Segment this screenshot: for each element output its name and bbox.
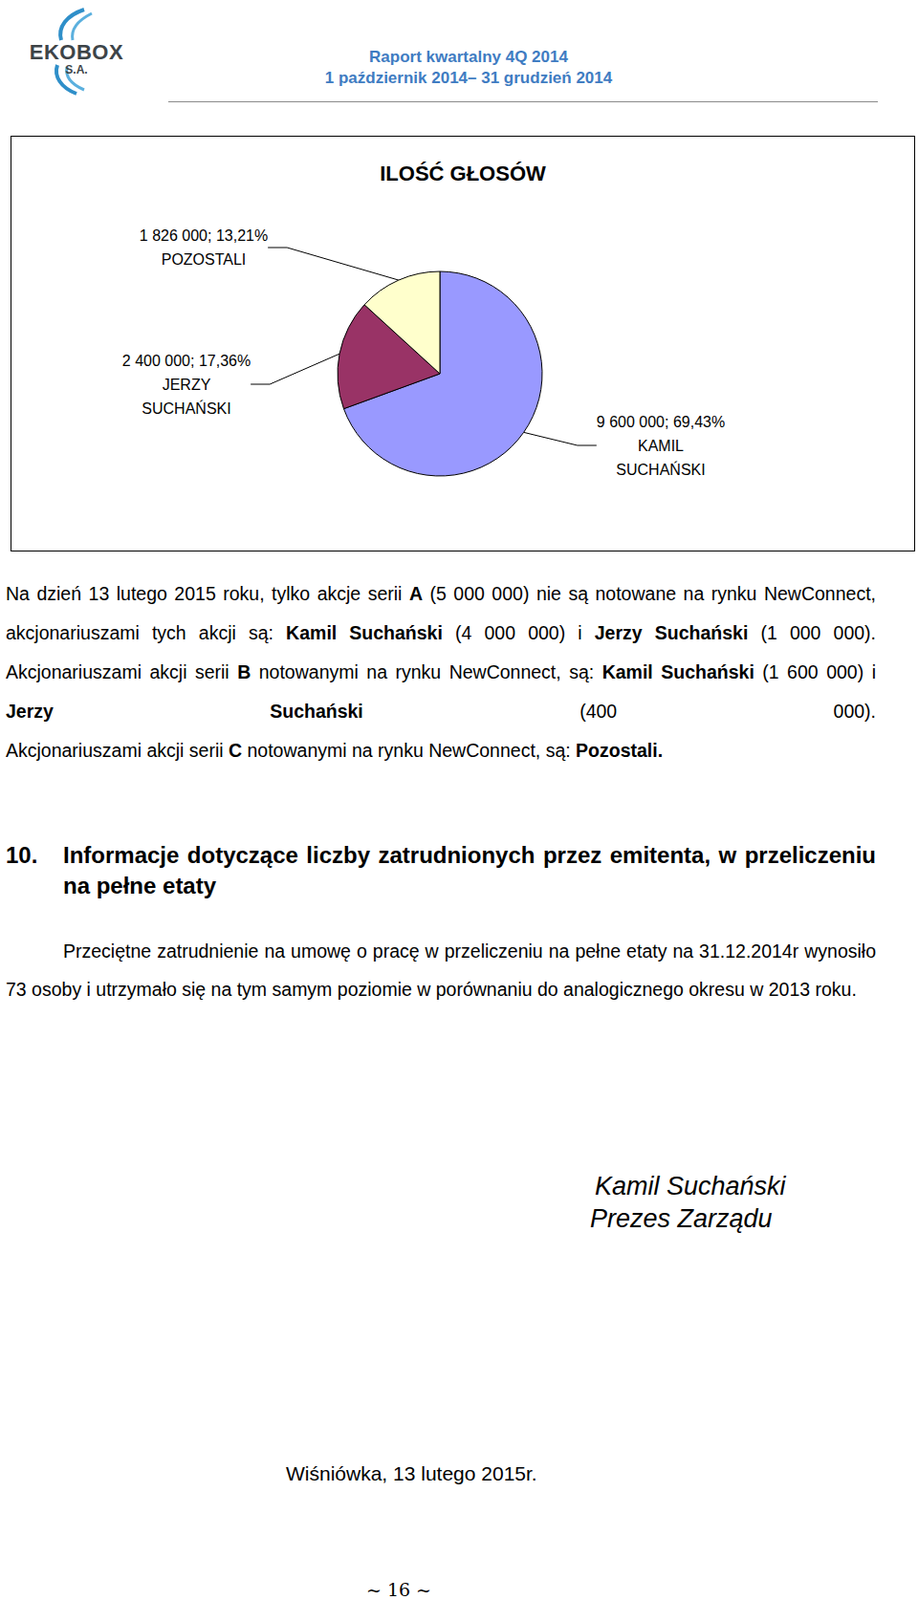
svg-text:SUCHAŃSKI: SUCHAŃSKI	[615, 460, 705, 479]
html-text:10.: 10.	[5, 842, 38, 869]
svg-text:ILOŚĆ GŁOSÓW: ILOŚĆ GŁOSÓW	[379, 161, 547, 186]
html-text:Jerzy Suchański (400 000).: Jerzy Suchański (400 000).	[5, 700, 876, 722]
svg-text:SUCHAŃSKI: SUCHAŃSKI	[141, 399, 231, 417]
html-text:EKOBOX: EKOBOX	[29, 40, 124, 65]
html-text:Raport kwartalny 4Q 2014: Raport kwartalny 4Q 2014	[369, 47, 568, 66]
html-text:Przeciętne zatrudnienie na umo: Przeciętne zatrudnienie na umowę o pracę…	[5, 940, 876, 1001]
svg-text:9 600 000; 69,43%: 9 600 000; 69,43%	[596, 414, 725, 431]
svg-text:POZOSTALI: POZOSTALI	[161, 251, 247, 268]
html-text:Na dzień 13 lutego 2015 roku,: Na dzień 13 lutego 2015 roku, tylko akcj…	[5, 583, 876, 683]
html-text:Kamil Suchański: Kamil Suchański	[594, 1172, 786, 1202]
svg-text:1 826 000; 13,21%: 1 826 000; 13,21%	[139, 227, 268, 244]
html-text:Informacje dotyczące liczby za: Informacje dotyczące liczby zatrudnionyc…	[63, 842, 876, 899]
html-text:~ 16 ~: ~ 16 ~	[366, 1579, 432, 1600]
html-text:Akcjonariuszami akcji serii C: Akcjonariuszami akcji serii C notowanymi…	[5, 740, 663, 762]
svg-text:JERZY: JERZY	[162, 376, 212, 394]
html-text:Prezes Zarządu: Prezes Zarządu	[590, 1204, 773, 1234]
html-text:Wiśniówka, 13 lutego 2015r.: Wiśniówka, 13 lutego 2015r.	[285, 1463, 538, 1486]
html-text:1 październik 2014– 31 grudzie: 1 październik 2014– 31 grudzień 2014	[324, 68, 613, 88]
svg-text:2 400 000; 17,36%: 2 400 000; 17,36%	[122, 352, 251, 370]
html-text:S.A.: S.A.	[65, 63, 88, 77]
svg-text:KAMIL: KAMIL	[637, 437, 684, 455]
